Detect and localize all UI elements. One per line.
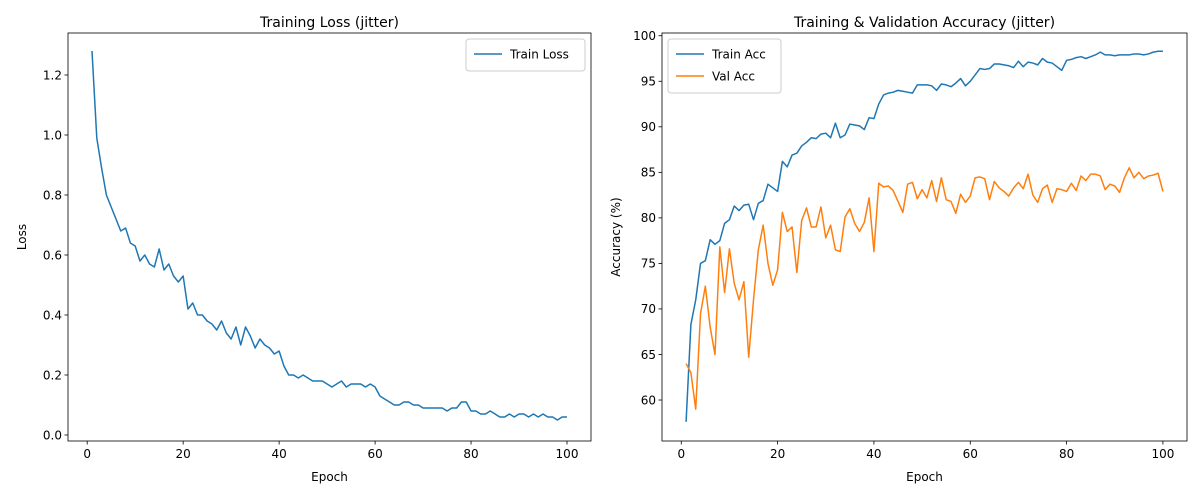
y-tick-label: 90	[641, 120, 656, 134]
y-tick-label: 100	[633, 29, 656, 43]
y-tick-label: 70	[641, 302, 656, 316]
y-tick-label: 80	[641, 211, 656, 225]
y-tick-label: 85	[641, 166, 656, 180]
x-tick-label: 80	[1059, 447, 1074, 461]
x-tick-label: 40	[866, 447, 881, 461]
x-tick-label: 20	[770, 447, 785, 461]
legend-label: Train Loss	[509, 47, 569, 61]
x-tick-label: 100	[556, 447, 579, 461]
y-tick-label: 60	[641, 393, 656, 407]
legend-label: Train Acc	[711, 47, 766, 61]
x-tick-label: 0	[677, 447, 685, 461]
x-tick-label: 100	[1151, 447, 1174, 461]
y-axis-label: Loss	[15, 224, 29, 250]
legend-label: Val Acc	[712, 69, 755, 83]
legend-box	[465, 38, 586, 72]
accuracy-chart-panel: 0 20 40 60 80 100 60 65 70 75 80 85 90 95 100 Training …	[609, 15, 1188, 484]
x-axis-label: Epoch	[906, 470, 943, 484]
y-tick-label: 0.0	[43, 428, 62, 442]
y-tick-label: 75	[641, 257, 656, 271]
x-tick-label: 80	[463, 447, 478, 461]
y-tick-label: 0.4	[43, 308, 62, 322]
series-line-train-loss	[91, 50, 568, 421]
y-axis-label: Accuracy (%)	[609, 197, 623, 276]
axes-frame	[661, 32, 1188, 442]
legend: Train Loss	[465, 38, 586, 72]
x-tick-label: 20	[176, 447, 191, 461]
legend-box	[667, 38, 782, 94]
y-tick-label: 95	[641, 75, 656, 89]
y-tick-label: 65	[641, 348, 656, 362]
x-tick-label: 0	[83, 447, 91, 461]
x-axis-label: Epoch	[311, 470, 348, 484]
legend: Train Acc Val Acc	[667, 38, 782, 94]
x-tick-label: 40	[271, 447, 286, 461]
axes-frame	[67, 32, 592, 442]
y-tick-label: 1.2	[43, 68, 62, 82]
y-tick-label: 0.6	[43, 248, 62, 262]
chart-title: Training & Validation Accuracy (jitter)	[793, 15, 1055, 31]
x-tick-label: 60	[367, 447, 382, 461]
loss-chart-panel: 0 20 40 60 80 100 0.0 0.2 0.4 0.6 0.8 1.0 1.2 Trainin…	[15, 15, 592, 484]
y-tick-label: 1.0	[43, 128, 62, 142]
y-tick-label: 0.8	[43, 188, 62, 202]
chart-title: Training Loss (jitter)	[259, 15, 399, 31]
series-line-train-acc	[685, 50, 1163, 422]
x-tick-label: 60	[963, 447, 978, 461]
y-tick-label: 0.2	[43, 368, 62, 382]
series-line-val-acc	[685, 167, 1164, 410]
